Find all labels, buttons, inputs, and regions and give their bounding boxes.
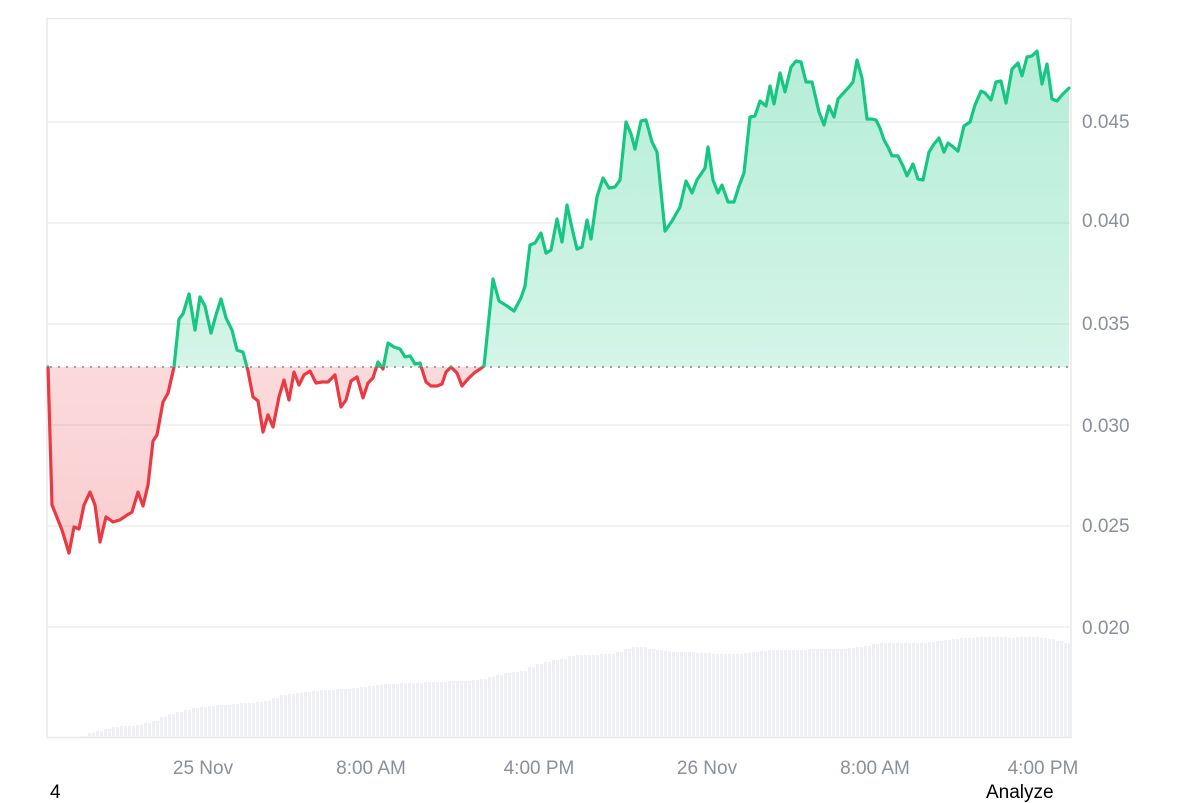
- y-tick-label: 0.045: [1082, 112, 1130, 133]
- price-fill-down: [48, 367, 483, 554]
- y-tick-label: 0.040: [1082, 211, 1130, 232]
- price-line-up: [46, 49, 1071, 368]
- footer-left-label: 4: [50, 782, 61, 803]
- analyze-link[interactable]: Analyze: [986, 782, 1054, 803]
- x-tick-label: 25 Nov: [172, 758, 234, 779]
- y-tick-label: 0.030: [1082, 416, 1130, 437]
- x-tick-label: 4:00 PM: [503, 758, 575, 779]
- y-tick-label: 0.020: [1082, 618, 1130, 639]
- x-tick-label: 4:00 PM: [1007, 758, 1079, 779]
- price-fill-up: [48, 51, 1069, 368]
- x-tick-label: 26 Nov: [676, 758, 738, 779]
- x-tick-label: 8:00 AM: [336, 758, 406, 779]
- plot-frame: [46, 17, 1072, 739]
- x-tick-label: 8:00 AM: [840, 758, 910, 779]
- y-tick-label: 0.035: [1082, 314, 1130, 335]
- volume-bars: [80, 637, 1071, 737]
- y-tick-label: 0.025: [1082, 516, 1130, 537]
